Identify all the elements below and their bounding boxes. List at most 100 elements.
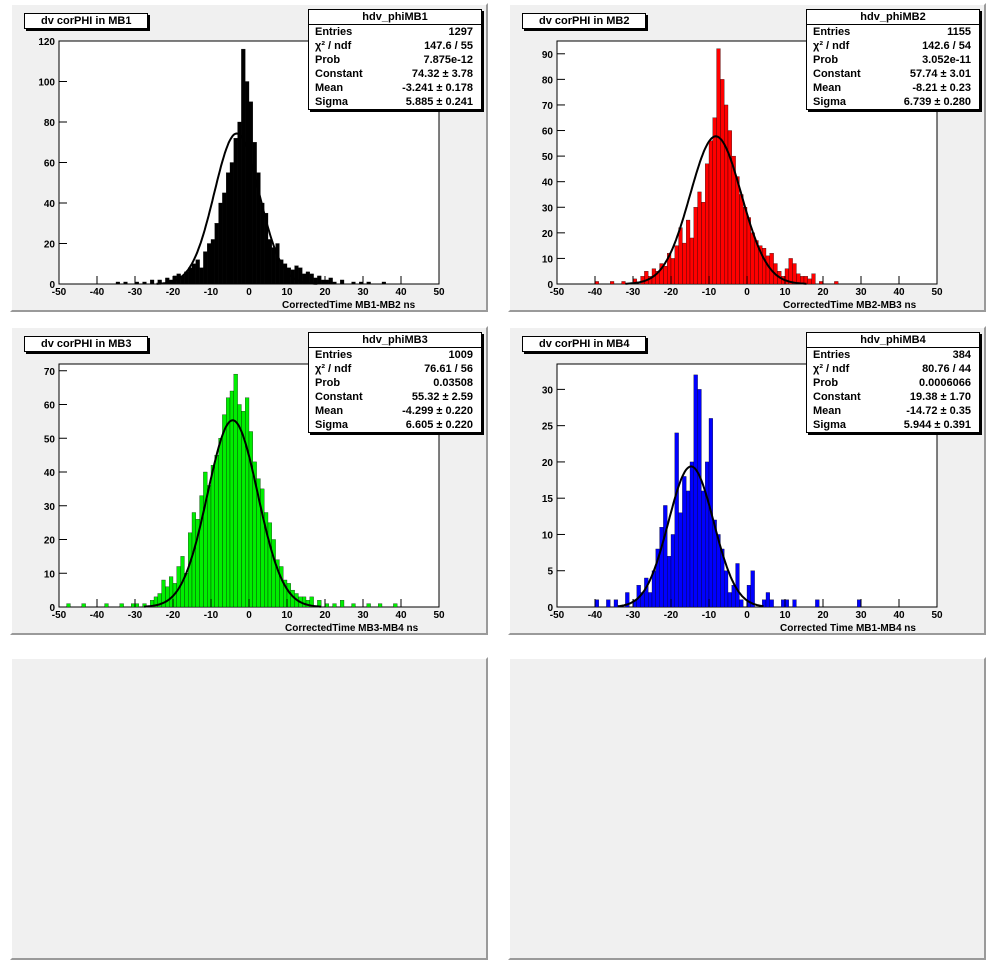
histogram-bar (203, 251, 208, 285)
stats-key: Constant (813, 391, 861, 403)
histogram-bar (670, 534, 675, 608)
x-tick-label: -40 (90, 610, 105, 621)
histogram-bar (811, 273, 816, 285)
y-tick-label: 120 (38, 37, 55, 48)
histogram-bar (207, 485, 212, 608)
x-axis-label: CorrectedTime MB1-MB2 ns (282, 300, 416, 311)
stats-row: Constant 57.74 ± 3.01 (807, 67, 979, 81)
stats-row: Prob 3.052e-11 (807, 53, 979, 67)
y-tick-label: 30 (44, 502, 56, 513)
stats-key: χ² / ndf (315, 363, 352, 375)
pad-mb1: -50 -40 -30 -20 -10 0 10 20 30 40 50 0 20 40 60 80 100 12… (10, 3, 488, 312)
x-tick-label: 40 (395, 287, 407, 298)
histogram-bar (819, 281, 824, 285)
y-tick-label: 20 (542, 229, 554, 240)
y-tick-label: 0 (547, 603, 553, 614)
histogram-bar (701, 490, 706, 608)
histogram-bar (233, 373, 238, 608)
histogram-bar (226, 172, 231, 285)
x-tick-label: -20 (166, 287, 181, 298)
histogram-bar (267, 522, 272, 608)
y-tick-label: 0 (49, 603, 55, 614)
stats-key: Sigma (813, 96, 847, 108)
stats-value: -8.21 ± 0.23 (912, 82, 971, 94)
x-tick-label: -30 (626, 610, 641, 621)
histogram-bar (815, 599, 820, 608)
histogram-bar (302, 596, 307, 608)
histogram-bar (252, 142, 257, 285)
stats-box: hdv_phiMB2 Entries 1155 χ² / ndf 142.6 / 5… (806, 9, 980, 110)
stats-value: 3.052e-11 (922, 54, 971, 66)
x-tick-label: -30 (128, 610, 143, 621)
x-tick-label: -50 (550, 610, 565, 621)
histogram-bar (739, 599, 744, 608)
stats-key: Entries (315, 26, 353, 38)
stats-key: Sigma (813, 419, 847, 431)
x-tick-label: 50 (433, 287, 445, 298)
stats-value: -3.241 ± 0.178 (402, 82, 473, 94)
histogram-bar (621, 281, 626, 285)
stats-row: Constant 55.32 ± 2.59 (309, 390, 481, 404)
histogram-bar (746, 217, 751, 285)
histogram-bar (309, 596, 314, 608)
stats-value: 1297 (448, 26, 473, 38)
histogram-bar (674, 245, 679, 285)
stats-value: 55.32 ± 2.59 (411, 391, 473, 403)
x-tick-label: -10 (702, 610, 717, 621)
stats-row: Entries 384 (807, 348, 979, 362)
stats-value: 5.944 ± 0.391 (903, 419, 971, 431)
histogram-bar (613, 599, 618, 608)
stats-header: hdv_phiMB4 (807, 333, 979, 348)
histogram-bar (834, 281, 839, 285)
stats-value: -14.72 ± 0.35 (906, 405, 971, 417)
stats-key: Prob (813, 54, 839, 66)
histogram-bar (131, 603, 136, 608)
histogram-bar (359, 281, 364, 285)
stats-key: χ² / ndf (813, 40, 850, 52)
y-tick-label: 80 (44, 118, 56, 129)
x-tick-label: 10 (281, 610, 293, 621)
histogram-bar (279, 566, 284, 608)
x-tick-label: -50 (52, 287, 67, 298)
histogram-bar (594, 599, 599, 608)
histogram-bar (267, 239, 272, 285)
histogram-bar (727, 592, 732, 608)
stats-row: χ² / ndf 76.61 / 56 (309, 362, 481, 376)
histogram-bar (233, 138, 238, 285)
histogram-bar (648, 592, 653, 608)
histogram-bar (792, 599, 797, 608)
stats-key: Constant (315, 391, 363, 403)
histogram-bar (712, 117, 717, 285)
histogram-bar (743, 207, 748, 285)
stats-header: hdv_phiMB2 (807, 10, 979, 25)
x-tick-label: -40 (588, 610, 603, 621)
y-tick-label: 70 (44, 367, 56, 378)
histogram-bar (697, 389, 702, 608)
y-tick-label: 40 (44, 199, 56, 210)
x-tick-label: -10 (204, 610, 219, 621)
x-axis-label: CorrectedTime MB3-MB4 ns (285, 623, 419, 634)
x-tick-label: 20 (817, 610, 829, 621)
histogram-bar (214, 454, 219, 608)
stats-row: Entries 1155 (807, 25, 979, 39)
stats-box: hdv_phiMB3 Entries 1009 χ² / ndf 76.61 / 5… (308, 332, 482, 433)
gaussian-fit-curve (156, 132, 318, 285)
histogram-bar (788, 258, 793, 285)
histogram-bar (366, 281, 371, 285)
histogram-bar (332, 603, 337, 608)
empty-pad-right (508, 657, 986, 960)
empty-pad-left (10, 657, 488, 960)
stats-value: 0.03508 (433, 377, 473, 389)
x-tick-label: -50 (550, 287, 565, 298)
histogram-bar (689, 461, 694, 608)
y-tick-label: 60 (542, 127, 554, 138)
x-axis-label: Corrected Time MB1-MB4 ns (780, 623, 916, 634)
stats-row: Constant 19.38 ± 1.70 (807, 390, 979, 404)
stats-row: Prob 7.875e-12 (309, 53, 481, 67)
histogram-bar (66, 603, 71, 608)
y-tick-label: 5 (547, 567, 553, 578)
histogram-bar (328, 277, 333, 285)
histogram-bar (169, 576, 174, 608)
stats-value: 80.76 / 44 (922, 363, 971, 375)
x-tick-label: -40 (588, 287, 603, 298)
